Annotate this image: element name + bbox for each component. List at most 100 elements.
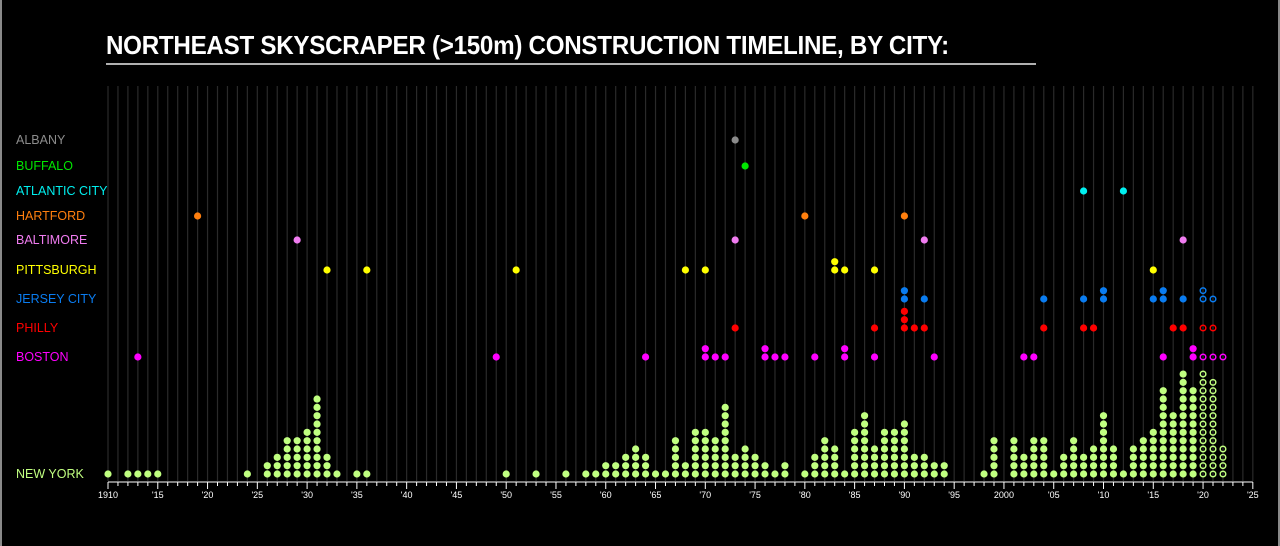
dot xyxy=(900,324,909,332)
dot xyxy=(1179,445,1187,453)
dot xyxy=(1109,445,1118,453)
dot xyxy=(1099,412,1108,420)
x-tick-label: '45 xyxy=(450,490,463,500)
dot xyxy=(671,453,680,461)
dot xyxy=(1129,453,1137,461)
dot xyxy=(761,462,769,470)
dot xyxy=(283,462,291,470)
dot xyxy=(1099,470,1108,478)
dot-hollow xyxy=(1199,387,1207,395)
dot xyxy=(870,462,879,470)
dot xyxy=(313,453,321,461)
dot xyxy=(1169,412,1177,420)
dot xyxy=(1010,470,1018,478)
dot xyxy=(1030,470,1038,478)
dot xyxy=(880,428,889,436)
dot xyxy=(1070,462,1078,470)
dot xyxy=(1189,345,1197,353)
dot xyxy=(741,445,749,453)
dot xyxy=(1159,353,1167,361)
x-tick-label: '75 xyxy=(749,490,761,500)
dot xyxy=(841,470,849,478)
dot xyxy=(1179,428,1187,436)
dot-hollow xyxy=(1209,462,1217,470)
dot xyxy=(1169,428,1177,436)
dot xyxy=(273,453,281,461)
dot xyxy=(1159,445,1167,453)
city-label-philly: PHILLY xyxy=(16,321,59,335)
dot xyxy=(851,428,859,436)
dot-hollow xyxy=(1219,353,1227,361)
dot xyxy=(1179,395,1187,403)
series-albany xyxy=(731,136,739,144)
dot xyxy=(632,453,640,461)
dot xyxy=(920,324,928,332)
dot-hollow xyxy=(1219,470,1227,478)
dot xyxy=(900,307,909,315)
dot xyxy=(731,236,739,244)
dot xyxy=(1040,470,1048,478)
x-tick-label: '60 xyxy=(599,490,612,500)
series-baltimore xyxy=(293,236,1187,244)
dot xyxy=(363,470,371,478)
dot xyxy=(641,462,650,470)
dot xyxy=(1020,353,1028,361)
dot xyxy=(701,453,709,461)
city-label-hartford: HARTFORD xyxy=(16,209,86,223)
dot xyxy=(811,470,819,478)
dot xyxy=(1030,445,1038,453)
dot xyxy=(1099,420,1108,428)
dot xyxy=(890,453,899,461)
dot-hollow xyxy=(1199,403,1207,411)
dot xyxy=(641,353,650,361)
dot xyxy=(900,428,909,436)
dot xyxy=(1020,453,1028,461)
dot xyxy=(870,445,879,453)
dot xyxy=(1159,462,1167,470)
dot xyxy=(900,212,909,220)
dot xyxy=(1149,462,1157,470)
dot xyxy=(1099,428,1108,436)
dot xyxy=(1159,470,1167,478)
dot xyxy=(1010,453,1018,461)
dot xyxy=(811,462,819,470)
series-hartford xyxy=(193,212,909,220)
dot xyxy=(1089,445,1098,453)
dot xyxy=(781,470,789,478)
dot xyxy=(1040,295,1048,303)
dot-hollow xyxy=(1219,453,1227,461)
dot xyxy=(303,445,311,453)
dot-hollow xyxy=(1199,445,1207,453)
dot xyxy=(880,445,889,453)
dot xyxy=(721,470,729,478)
dot xyxy=(1189,353,1197,361)
dot xyxy=(641,453,650,461)
dot xyxy=(1060,462,1068,470)
dot xyxy=(1040,437,1048,445)
dot xyxy=(910,453,918,461)
dot-hollow xyxy=(1209,412,1217,420)
dot xyxy=(1179,403,1187,411)
dot xyxy=(771,353,779,361)
dot xyxy=(940,462,948,470)
dot xyxy=(721,445,729,453)
dot xyxy=(751,470,759,478)
series-boston xyxy=(134,345,1227,361)
dot xyxy=(821,453,829,461)
dot xyxy=(831,453,839,461)
dot xyxy=(890,470,899,478)
series-new-york xyxy=(104,370,1227,478)
dot xyxy=(721,403,729,411)
dot xyxy=(1089,462,1098,470)
dot xyxy=(900,287,909,295)
series-buffalo xyxy=(741,162,749,170)
dot xyxy=(880,470,889,478)
city-label-boston: BOSTON xyxy=(16,350,69,364)
dot xyxy=(1099,295,1108,303)
dot xyxy=(243,470,251,478)
dot xyxy=(1070,445,1078,453)
dot xyxy=(821,445,829,453)
dot xyxy=(1159,412,1167,420)
dot xyxy=(890,445,899,453)
